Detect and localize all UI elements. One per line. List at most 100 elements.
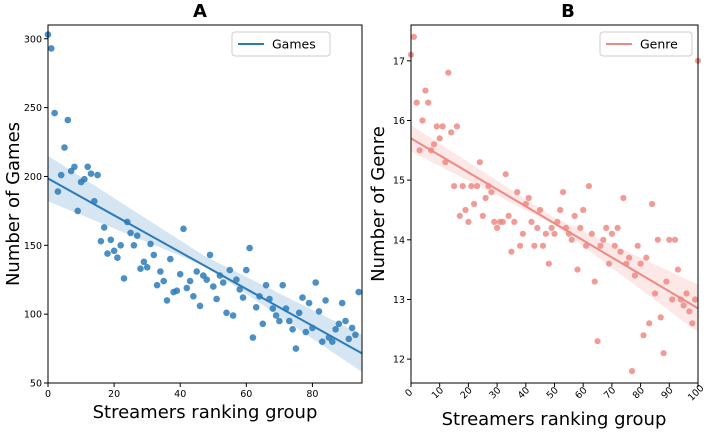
panel-b-point	[491, 218, 498, 225]
panel-a-point	[305, 299, 313, 307]
panel-b-point	[611, 242, 618, 249]
panel-a: A 0 20 40 60 80 50 100 150 200 250 300 Streamers …	[3, 1, 363, 423]
panel-a-y-tick-label: 150	[24, 241, 42, 252]
panel-a-point	[173, 287, 181, 295]
panel-a-point	[299, 294, 306, 301]
panel-a-point	[206, 251, 214, 259]
panel-a-point	[120, 275, 128, 282]
panel-a-point	[239, 294, 247, 301]
panel-b-point	[471, 200, 478, 208]
panel-a-point	[57, 171, 65, 179]
panel-a-y-tick-label: 250	[24, 103, 42, 114]
panel-a-legend-box	[231, 31, 331, 57]
panel-a-x-tick-label: 0	[45, 389, 51, 400]
panel-b-point	[537, 206, 544, 214]
panel-a-point	[295, 309, 303, 317]
panel-b-point	[603, 224, 610, 231]
panel-b-point	[499, 218, 506, 225]
panel-a-point	[114, 254, 121, 261]
panel-a-point	[51, 109, 58, 117]
panel-b-y-tick-label: 15	[393, 176, 405, 187]
panel-b-point	[436, 135, 443, 142]
panel-a-point	[87, 170, 95, 177]
panel-a-point	[329, 338, 336, 346]
panel-b-legend-label: Genre	[640, 37, 678, 52]
panel-b-point	[580, 206, 587, 214]
panel-b-point	[551, 230, 558, 237]
panel-b-point	[634, 242, 641, 249]
panel-a-point	[157, 268, 164, 275]
panel-a-point	[315, 308, 323, 315]
panel-a-y-tick-label: 50	[30, 379, 42, 390]
panel-a-point	[180, 225, 187, 233]
panel-a-point	[186, 277, 194, 285]
panel-a-point	[133, 232, 141, 239]
panel-a-point	[153, 281, 161, 289]
panel-b-point	[692, 296, 699, 303]
panel-a-point	[319, 338, 326, 346]
panel-a-y-tick-label: 100	[24, 310, 42, 321]
panel-a-point	[150, 251, 158, 259]
panel-b-point	[669, 296, 676, 303]
panel-a-point	[104, 250, 111, 257]
panel-b-point	[617, 248, 624, 255]
panel-b-point	[548, 224, 555, 231]
panel-b-point	[666, 236, 673, 243]
panel-b-point	[591, 278, 598, 285]
panel-a-point	[338, 299, 346, 307]
panel-b-point	[425, 99, 432, 106]
panel-a-legend: Games	[231, 31, 331, 57]
panel-a-point	[243, 266, 250, 274]
panel-b-point	[605, 260, 613, 267]
panel-b-point	[663, 278, 670, 285]
panel-b-point	[560, 189, 567, 196]
panel-a-point	[249, 334, 257, 341]
panel-a-legend-label: Games	[272, 37, 316, 52]
panel-a-point	[355, 288, 363, 296]
panel-a-point	[213, 295, 220, 303]
panel-b-legend: Genre	[599, 31, 693, 57]
panel-a-point	[130, 242, 138, 249]
panel-a-points	[44, 31, 363, 352]
panel-b-point	[517, 242, 524, 249]
panel-a-confidence-band	[48, 155, 362, 372]
panel-b-point	[451, 183, 458, 190]
panel-a-point	[262, 281, 270, 289]
panel-b-point	[494, 224, 501, 231]
panel-b-y-ticks: 12 13 14 15 16 17	[393, 56, 411, 366]
panel-b-point	[479, 212, 486, 219]
panel-a-point	[342, 317, 349, 325]
panel-b-point	[473, 183, 481, 190]
panel-b-point	[422, 87, 429, 94]
panel-a-point	[196, 302, 204, 310]
panel-a-x-tick-label: 80	[306, 389, 318, 400]
panel-a-point	[233, 276, 240, 284]
panel-a-point	[64, 116, 72, 124]
panel-b-point	[674, 266, 682, 273]
panel-b-point	[660, 350, 667, 357]
panel-a-point	[345, 335, 353, 343]
panel-b-regression-line	[410, 137, 699, 310]
panel-a-x-tick-label: 20	[108, 389, 120, 400]
panel-b-point	[505, 212, 512, 219]
panel-b-point	[534, 224, 541, 231]
panel-a-point	[84, 163, 91, 171]
panel-b-point	[597, 242, 604, 249]
panel-b-point	[686, 308, 693, 315]
panel-b-point	[410, 33, 417, 41]
panel-a-point	[236, 286, 243, 293]
panel-b-y-tick-label: 12	[393, 355, 405, 366]
panel-b-point	[680, 302, 687, 309]
panel-a-point	[183, 284, 191, 292]
panel-b-point	[433, 123, 440, 130]
panel-b-point	[456, 212, 463, 219]
panel-b-point	[577, 224, 584, 231]
panel-b-point	[476, 159, 483, 166]
panel-b-points	[407, 33, 702, 375]
panel-b-y-tick-label: 16	[393, 116, 405, 127]
panel-b-point	[453, 123, 460, 130]
panel-b-point	[465, 218, 472, 225]
panel-b-point	[445, 69, 452, 76]
panel-b-point	[594, 338, 601, 345]
